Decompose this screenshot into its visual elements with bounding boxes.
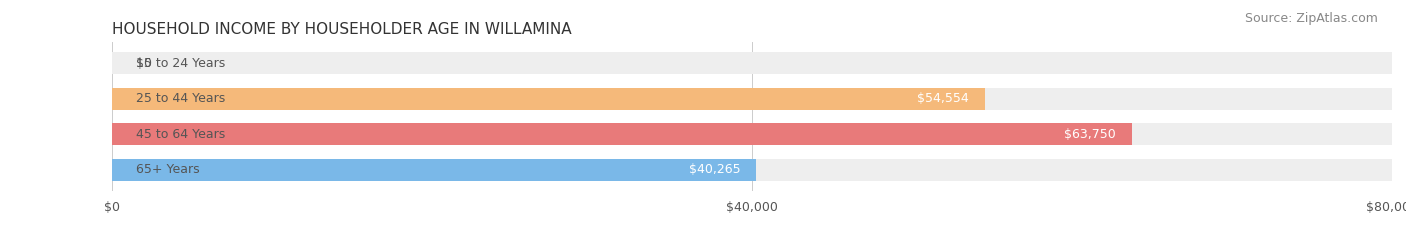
Bar <box>112 52 1392 74</box>
Text: HOUSEHOLD INCOME BY HOUSEHOLDER AGE IN WILLAMINA: HOUSEHOLD INCOME BY HOUSEHOLDER AGE IN W… <box>112 22 572 37</box>
Bar <box>112 123 1392 145</box>
Text: $0: $0 <box>136 57 152 70</box>
Text: 15 to 24 Years: 15 to 24 Years <box>136 57 226 70</box>
Text: $63,750: $63,750 <box>1064 128 1116 141</box>
Text: $40,265: $40,265 <box>689 163 741 176</box>
Text: $54,554: $54,554 <box>917 92 969 105</box>
Bar <box>112 159 1392 181</box>
Text: Source: ZipAtlas.com: Source: ZipAtlas.com <box>1244 12 1378 25</box>
Text: 65+ Years: 65+ Years <box>136 163 200 176</box>
Text: 45 to 64 Years: 45 to 64 Years <box>136 128 226 141</box>
Bar <box>112 159 756 181</box>
Bar <box>112 123 1132 145</box>
Text: 25 to 44 Years: 25 to 44 Years <box>136 92 226 105</box>
Bar <box>112 88 986 110</box>
Bar <box>112 88 1392 110</box>
